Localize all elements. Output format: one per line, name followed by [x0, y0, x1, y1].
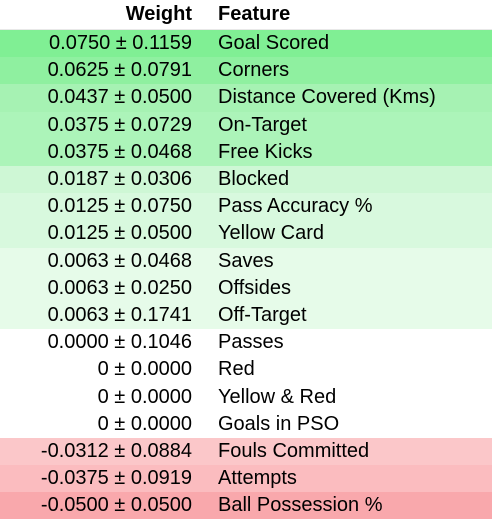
weight-cell: 0.0125 ± 0.0750 [47, 195, 192, 218]
feature-cell: Passes [218, 331, 284, 354]
table-row: 0.0750 ± 0.1159 Goal Scored [0, 30, 492, 58]
table-row: 0.0125 ± 0.0500 Yellow Card [0, 220, 492, 248]
table-header: Weight Feature [0, 0, 492, 30]
table-row: 0.0437 ± 0.0500 Distance Covered (Kms) [0, 84, 492, 112]
weight-cell: 0.0187 ± 0.0306 [47, 168, 192, 191]
table-body: 0.0750 ± 0.1159 Goal Scored 0.0625 ± 0.079… [0, 30, 492, 519]
feature-cell: Yellow & Red [218, 385, 337, 408]
table-row: 0.0375 ± 0.0729 On-Target [0, 111, 492, 139]
table-row: 0 ± 0.0000 Yellow & Red [0, 383, 492, 411]
weight-cell: 0.0750 ± 0.1159 [49, 32, 192, 55]
weight-cell: 0.0063 ± 0.1741 [47, 303, 192, 326]
table-row: 0.0125 ± 0.0750 Pass Accuracy % [0, 193, 492, 221]
feature-cell: Goals in PSO [218, 412, 340, 435]
feature-cell: Saves [218, 249, 274, 272]
feature-cell: Fouls Committed [218, 439, 370, 462]
weight-cell: 0.0063 ± 0.0468 [47, 249, 192, 272]
table-row: 0.0063 ± 0.0250 Offsides [0, 274, 492, 302]
feature-cell: Blocked [218, 168, 290, 191]
table-row: 0.0063 ± 0.0468 Saves [0, 247, 492, 275]
weight-column-header: Weight [125, 3, 192, 25]
feature-cell: Free Kicks [218, 140, 313, 163]
table-row: 0.0625 ± 0.0791 Corners [0, 57, 492, 85]
feature-cell: Distance Covered (Kms) [218, 86, 436, 109]
weight-cell: -0.0375 ± 0.0919 [40, 467, 192, 490]
weight-cell: 0.0437 ± 0.0500 [47, 86, 192, 109]
table-row: -0.0312 ± 0.0884 Fouls Committed [0, 437, 492, 465]
weight-cell: 0.0063 ± 0.0250 [47, 276, 192, 299]
feature-cell: Corners [218, 59, 290, 82]
table-row: 0 ± 0.0000 Red [0, 356, 492, 384]
feature-cell: Pass Accuracy % [218, 195, 373, 218]
feature-cell: Offsides [218, 276, 291, 299]
feature-cell: Goal Scored [218, 32, 330, 55]
weight-cell: 0.0375 ± 0.0729 [47, 113, 192, 136]
feature-cell: Off-Target [218, 303, 307, 326]
weight-cell: -0.0500 ± 0.0500 [40, 494, 192, 517]
table-row: 0.0375 ± 0.0468 Free Kicks [0, 138, 492, 166]
feature-cell: Red [218, 358, 255, 381]
weight-cell: 0 ± 0.0000 [97, 412, 192, 435]
weight-cell: 0.0375 ± 0.0468 [47, 140, 192, 163]
table-row: -0.0500 ± 0.0500 Ball Possession % [0, 492, 492, 519]
weight-cell: 0.0125 ± 0.0500 [47, 222, 192, 245]
weight-cell: 0.0625 ± 0.0791 [47, 59, 192, 82]
feature-cell: Attempts [218, 467, 297, 490]
feature-column-header: Feature [218, 3, 291, 25]
weight-cell: 0 ± 0.0000 [97, 358, 192, 381]
feature-cell: On-Target [218, 113, 307, 136]
feature-cell: Yellow Card [218, 222, 324, 245]
table-row: 0 ± 0.0000 Goals in PSO [0, 410, 492, 438]
weight-cell: 0 ± 0.0000 [97, 385, 192, 408]
table-row: 0.0187 ± 0.0306 Blocked [0, 165, 492, 194]
weight-cell: -0.0312 ± 0.0884 [40, 439, 192, 462]
weight-cell: 0.0000 ± 0.1046 [47, 331, 192, 354]
table-row: 0.0063 ± 0.1741 Off-Target [0, 301, 492, 330]
table-row: -0.0375 ± 0.0919 Attempts [0, 465, 492, 493]
table-row: 0.0000 ± 0.1046 Passes [0, 329, 492, 357]
feature-cell: Ball Possession % [218, 494, 383, 517]
